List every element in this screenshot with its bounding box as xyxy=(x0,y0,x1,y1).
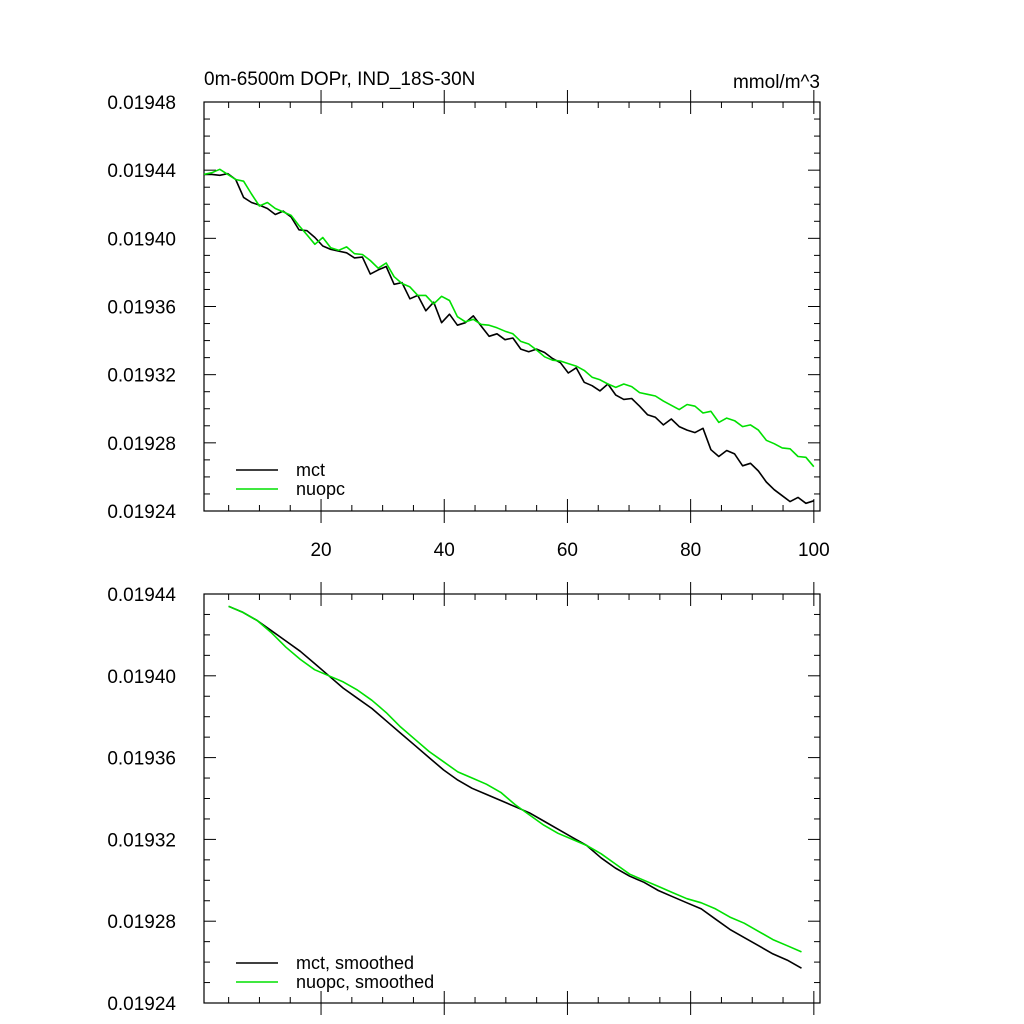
data-series xyxy=(228,605,802,969)
x-tick-label: 80 xyxy=(680,540,701,561)
y-tick-label: 0.01936 xyxy=(107,749,176,770)
y-tick-labels: 0.01948 0.01944 0.01940 0.01936 0.01932 0.019… xyxy=(107,93,176,523)
y-tick-label: 0.01940 xyxy=(107,667,176,688)
legend-label: mct, smoothed xyxy=(296,953,414,973)
y-tick-label: 0.01940 xyxy=(107,229,176,250)
legend-label: nuopc, smoothed xyxy=(296,972,434,992)
legend-label: mct xyxy=(296,460,325,480)
x-tick-label: 20 xyxy=(310,540,331,561)
chart-units-label: mmol/m^3 xyxy=(733,72,820,93)
y-tick-label: 0.01932 xyxy=(107,830,176,851)
tick-marks xyxy=(204,582,820,1015)
y-tick-label: 0.01936 xyxy=(107,298,176,319)
chart-title: 0m-6500m DOPr, IND_18S-30N xyxy=(204,69,475,90)
x-tick-label: 40 xyxy=(434,540,455,561)
y-tick-labels: 0.01944 0.01940 0.01936 0.01932 0.01928 0.019… xyxy=(107,585,176,1015)
series-line-1 xyxy=(228,605,802,953)
y-tick-label: 0.01928 xyxy=(107,912,176,933)
series-line-1 xyxy=(203,168,815,468)
series-line-0 xyxy=(204,172,815,505)
y-tick-label: 0.01948 xyxy=(107,93,176,114)
y-tick-label: 0.01928 xyxy=(107,434,176,455)
top-chart-panel: 0m-6500m DOPr, IND_18S-30N mmol/m^3 0.01… xyxy=(107,69,829,561)
y-tick-label: 0.01924 xyxy=(107,994,176,1015)
x-tick-label: 60 xyxy=(557,540,578,561)
data-series xyxy=(203,168,815,505)
y-tick-label: 0.01932 xyxy=(107,366,176,387)
series-line-0 xyxy=(228,605,802,969)
legend-label: nuopc xyxy=(296,479,345,499)
y-tick-label: 0.01944 xyxy=(107,585,176,606)
bottom-chart-panel: 0.01944 0.01940 0.01936 0.01932 0.01928 0.019… xyxy=(107,582,821,1015)
y-tick-label: 0.01924 xyxy=(107,502,176,523)
x-tick-labels: 20 40 60 80 100 xyxy=(310,540,829,561)
tick-marks xyxy=(204,90,820,523)
plot-frame xyxy=(203,101,821,512)
x-tick-label: 100 xyxy=(798,540,830,561)
y-tick-label: 0.01944 xyxy=(107,161,176,182)
